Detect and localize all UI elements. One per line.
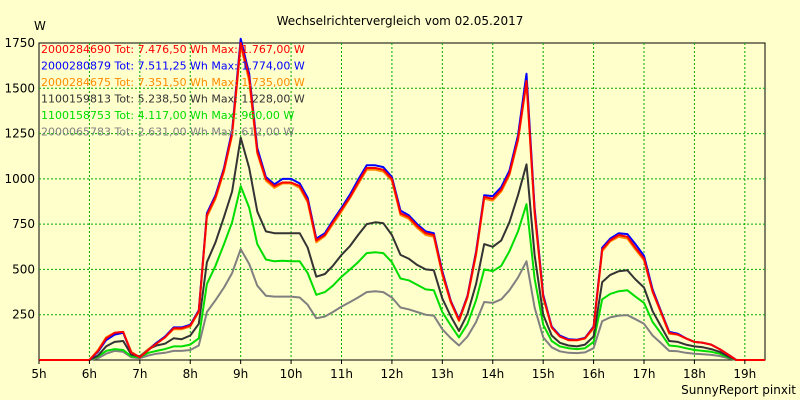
- plot-area: [38, 42, 766, 361]
- y-tick-label: 1500: [4, 81, 35, 95]
- x-tick-label: 7h: [132, 367, 147, 381]
- x-tick-label: 16h: [582, 367, 605, 381]
- x-tick-label: 5h: [31, 367, 46, 381]
- y-tick-label: 250: [12, 308, 35, 322]
- legend-entry-2000284690: 2000284690 Tot: 7.476,50 Wh Max: 1.767,0…: [41, 43, 305, 56]
- y-tick-label: 1750: [4, 36, 35, 50]
- x-tick-label: 14h: [481, 367, 504, 381]
- legend: 2000284690 Tot: 7.476,50 Wh Max: 1.767,0…: [41, 43, 305, 139]
- series-line-2000065783: [39, 248, 765, 361]
- x-tick-label: 17h: [633, 367, 656, 381]
- footer-credit: SunnyReport pinxit: [681, 383, 796, 397]
- series-group: [39, 37, 765, 361]
- y-axis-unit-label: W: [34, 19, 46, 33]
- y-tick-label: 1000: [4, 172, 35, 186]
- series-line-1100158753: [39, 185, 765, 361]
- x-tick-label: 18h: [683, 367, 706, 381]
- legend-entry-1100158753: 1100158753 Tot: 4.117,00 Wh Max: 960,00 …: [41, 109, 294, 122]
- x-tick-label: 11h: [330, 367, 353, 381]
- x-tick-label: 9h: [233, 367, 248, 381]
- y-tick-label: 1250: [4, 127, 35, 141]
- series-line-2000284690: [39, 42, 765, 361]
- legend-entry-2000065783: 2000065783 Tot: 2.631,00 Wh Max: 612,00 …: [41, 126, 294, 139]
- grid-lines: [39, 43, 765, 360]
- axes-group: 250 500 750 1000 1250 1500 1750 5h 6h 7h 8h 9h 10h 11…: [4, 36, 756, 381]
- legend-entry-1100159813: 1100159813 Tot: 5.238,50 Wh Max: 1.228,0…: [41, 93, 305, 106]
- legend-entry-2000284675: 2000284675 Tot: 7.351,50 Wh Max: 1.735,0…: [41, 76, 305, 89]
- y-tick-label: 750: [12, 217, 35, 231]
- series-line-1100159813: [39, 136, 765, 361]
- x-tick-label: 12h: [380, 367, 403, 381]
- legend-entry-2000280879: 2000280879 Tot: 7.511,25 Wh Max: 1.774,0…: [41, 60, 305, 73]
- x-tick-label: 13h: [431, 367, 454, 381]
- x-tick-label: 15h: [532, 367, 555, 381]
- x-tick-label: 6h: [82, 367, 97, 381]
- chart-title: Wechselrichtervergleich vom 02.05.2017: [277, 14, 524, 28]
- x-tick-label: 10h: [280, 367, 303, 381]
- y-tick-label: 500: [12, 262, 35, 276]
- x-tick-label: 8h: [183, 367, 198, 381]
- x-tick-label: 19h: [733, 367, 756, 381]
